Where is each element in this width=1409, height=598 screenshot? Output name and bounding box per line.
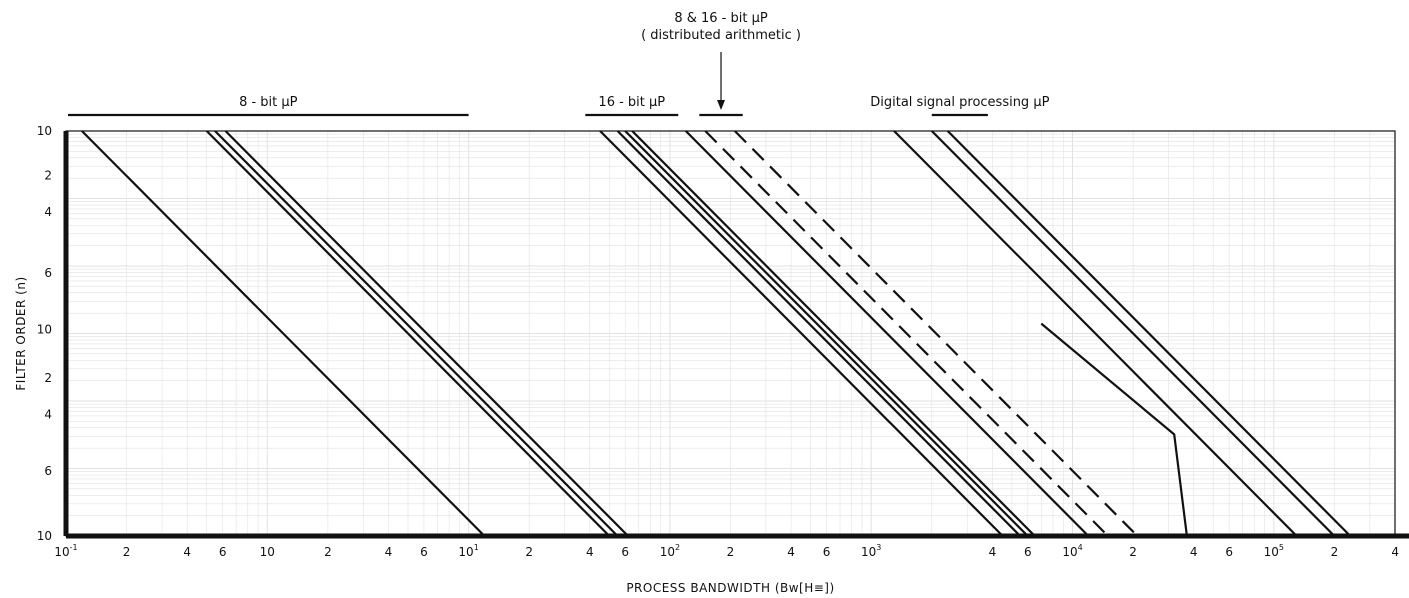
x-tick-label: 6 <box>420 545 428 559</box>
y-tick-label: 10 <box>37 322 52 336</box>
annotation-label-1: 8 - bit μP <box>239 95 298 110</box>
x-tick-label: 105 <box>1264 543 1284 559</box>
x-tick-label: 2 <box>1129 545 1137 559</box>
annotation-label-3: ( distributed arithmetic ) <box>641 28 801 43</box>
x-tick-label: 4 <box>787 545 795 559</box>
x-tick-label: 10 <box>260 545 275 559</box>
series-line-5 <box>599 130 1004 537</box>
x-tick-label: 2 <box>727 545 735 559</box>
series-line-14 <box>946 130 1352 537</box>
series-line-4 <box>224 130 629 537</box>
series-line-13 <box>931 130 1336 537</box>
x-tick-label: 6 <box>823 545 831 559</box>
x-tick-label: 4 <box>183 545 191 559</box>
y-tick-label: 10 <box>37 529 52 543</box>
x-tick-label: 104 <box>1062 543 1082 559</box>
series-line-15 <box>1040 322 1188 537</box>
series-line-8 <box>631 130 1036 537</box>
series-group <box>81 130 1352 537</box>
x-tick-label: 6 <box>1225 545 1233 559</box>
series-line-1 <box>81 130 486 537</box>
x-tick-label: 101 <box>458 543 478 559</box>
series-line-6 <box>616 130 1021 537</box>
x-tick-label: 2 <box>324 545 332 559</box>
x-tick-label: 6 <box>1024 545 1032 559</box>
y-tick-label: 2 <box>44 169 52 183</box>
series-line-11 <box>734 130 1139 537</box>
y-tick-label: 6 <box>44 266 52 280</box>
x-tick-label: 10-1 <box>54 543 77 559</box>
x-tick-label: 2 <box>525 545 533 559</box>
grid <box>65 130 1396 537</box>
x-axis-label: PROCESS BANDWIDTH (Bw[H≡]) <box>626 581 834 595</box>
x-tick-label: 6 <box>219 545 227 559</box>
y-tick-label: 6 <box>44 464 52 478</box>
x-tick-label: 4 <box>1391 545 1399 559</box>
annotation-label-4: Digital signal processing μP <box>870 95 1049 110</box>
series-line-10 <box>704 130 1109 537</box>
x-tick-label: 4 <box>385 545 393 559</box>
annotation-label-2: 16 - bit μP <box>598 95 665 110</box>
x-tick-label: 102 <box>660 543 680 559</box>
series-line-7 <box>624 130 1029 537</box>
annotation-arrow-head <box>717 100 726 110</box>
y-tick-label: 4 <box>44 205 52 219</box>
x-tick-label: 2 <box>1331 545 1339 559</box>
series-line-9 <box>685 130 1090 537</box>
x-tick-label: 4 <box>1190 545 1198 559</box>
x-tick-label: 4 <box>586 545 594 559</box>
y-tick-label: 4 <box>44 408 52 422</box>
y-tick-labels: 10 2 4 6 10 2 4 6 10 <box>37 124 52 543</box>
x-tick-label: 6 <box>621 545 629 559</box>
x-tick-label: 103 <box>861 543 881 559</box>
x-tick-label: 4 <box>989 545 997 559</box>
x-tick-label: 2 <box>123 545 131 559</box>
x-tick-labels: 10-1 2 4 6 10 2 4 6 101 2 4 6 102 2 4 6 103 4 6 104 2 4 6 105 2 4 <box>54 543 1399 559</box>
annotations: 8 - bit μP 16 - bit μP 8 & 16 - bit μP ( di… <box>68 11 1050 117</box>
series-line-2 <box>205 130 611 537</box>
series-line-3 <box>214 130 619 537</box>
y-tick-label: 10 <box>37 124 52 138</box>
annotation-label-3: 8 & 16 - bit μP <box>674 11 768 26</box>
y-tick-label: 2 <box>44 371 52 385</box>
series-line-12 <box>893 130 1298 537</box>
y-axis-label: FILTER ORDER (n) <box>14 276 28 390</box>
